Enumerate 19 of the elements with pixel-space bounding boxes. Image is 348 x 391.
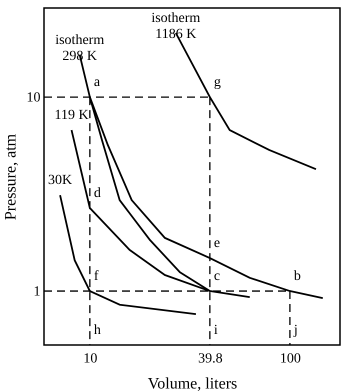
x-axis-title: Volume, liters bbox=[148, 376, 238, 391]
annotation: g bbox=[214, 75, 221, 90]
annotation: h bbox=[94, 323, 101, 338]
annotation: f bbox=[94, 269, 99, 284]
x-tick-label: 100 bbox=[280, 352, 301, 366]
x-tick-label: 10 bbox=[83, 352, 98, 366]
annotation: i bbox=[214, 323, 218, 338]
annotation: a bbox=[94, 75, 101, 90]
annotation: b bbox=[294, 269, 301, 284]
series-label: 119 K bbox=[54, 108, 89, 124]
y-tick-label: 1 bbox=[34, 284, 40, 300]
annotation: j bbox=[292, 323, 298, 338]
annotation: d bbox=[94, 186, 101, 202]
x-tick-label: 39.8 bbox=[198, 352, 223, 366]
series-label: isotherm 298 K bbox=[55, 32, 104, 64]
annotation: e bbox=[214, 236, 220, 252]
annotation: c bbox=[214, 269, 220, 284]
series-label: 30K bbox=[48, 173, 72, 188]
y-axis-title: Pressure, atm bbox=[2, 133, 20, 220]
